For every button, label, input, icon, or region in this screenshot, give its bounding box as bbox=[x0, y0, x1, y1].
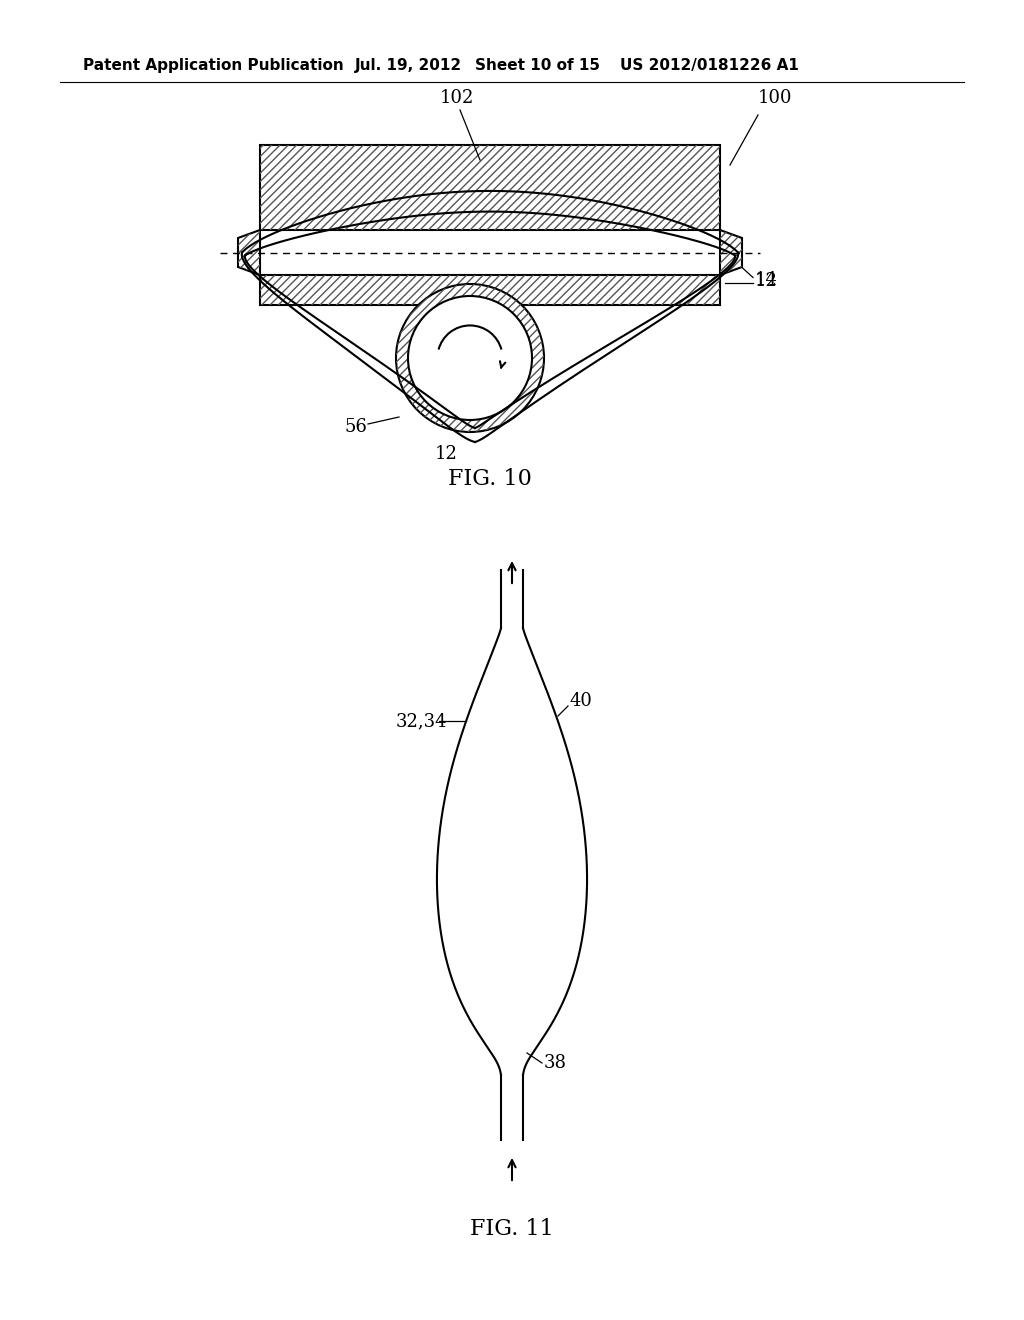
Text: 32,34: 32,34 bbox=[396, 711, 447, 730]
Text: 12: 12 bbox=[755, 272, 778, 289]
Circle shape bbox=[408, 296, 532, 420]
Text: Jul. 19, 2012: Jul. 19, 2012 bbox=[355, 58, 462, 73]
Text: FIG. 10: FIG. 10 bbox=[449, 469, 531, 490]
Text: 100: 100 bbox=[758, 88, 793, 107]
Bar bbox=[260, 275, 720, 305]
Text: US 2012/0181226 A1: US 2012/0181226 A1 bbox=[620, 58, 799, 73]
Bar bbox=[260, 145, 720, 230]
Polygon shape bbox=[720, 230, 742, 275]
Text: FIG. 11: FIG. 11 bbox=[470, 1218, 554, 1239]
Bar bbox=[260, 275, 720, 305]
Text: Sheet 10 of 15: Sheet 10 of 15 bbox=[475, 58, 600, 73]
Text: 56: 56 bbox=[344, 418, 367, 436]
Text: 38: 38 bbox=[544, 1053, 567, 1072]
Bar bbox=[260, 145, 720, 230]
Text: 12: 12 bbox=[435, 445, 458, 463]
Text: Patent Application Publication: Patent Application Publication bbox=[83, 58, 344, 73]
Text: 14: 14 bbox=[755, 271, 778, 289]
Text: 102: 102 bbox=[440, 88, 474, 107]
Text: 40: 40 bbox=[570, 692, 593, 710]
Polygon shape bbox=[238, 230, 260, 275]
Circle shape bbox=[396, 284, 544, 432]
